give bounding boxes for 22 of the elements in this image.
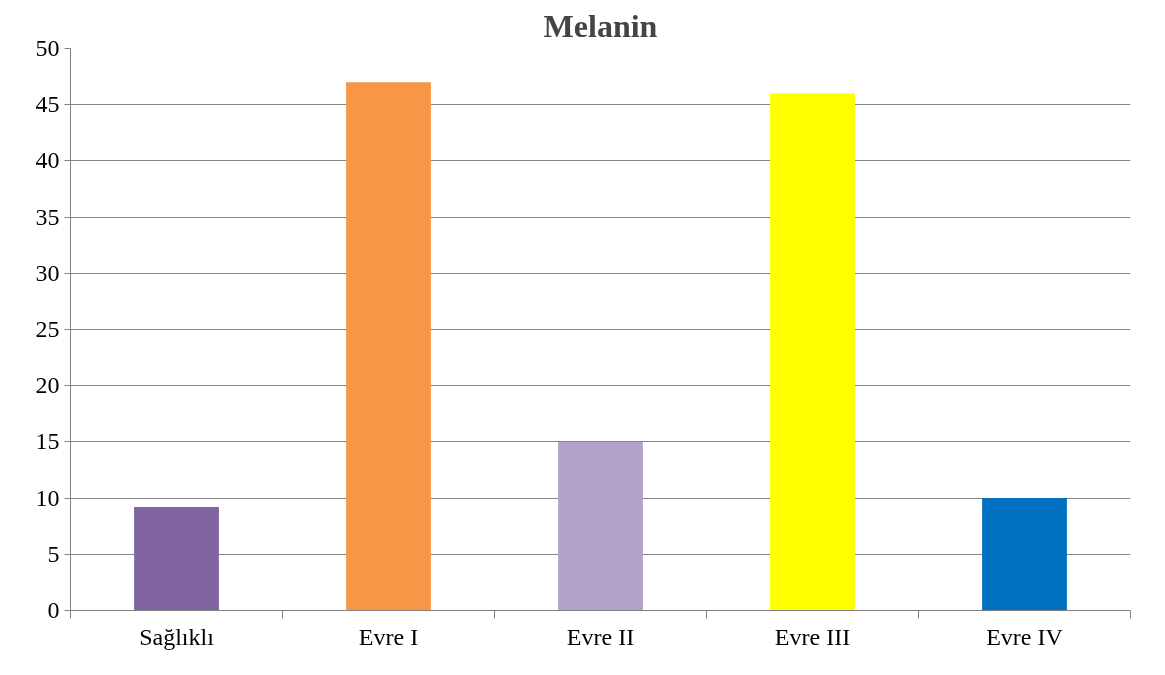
x-tick-label: Evre III xyxy=(774,623,851,650)
chart-title: Melanin xyxy=(543,7,658,44)
bar xyxy=(346,82,431,611)
y-tick-label: 20 xyxy=(35,372,60,399)
y-tick-label: 35 xyxy=(35,203,60,230)
y-tick-label: 10 xyxy=(35,484,60,511)
y-tick-label: 45 xyxy=(35,91,60,118)
bar xyxy=(982,498,1067,611)
y-tick-label: 0 xyxy=(47,597,60,623)
x-tick-label: Evre IV xyxy=(986,623,1064,650)
x-tick-label: Sağlıklı xyxy=(139,623,215,650)
y-tick-label: 15 xyxy=(35,428,60,455)
y-tick-label: 40 xyxy=(35,147,60,174)
y-tick-label: 50 xyxy=(35,35,60,61)
x-tick-label: Evre II xyxy=(566,623,635,650)
x-tick-label: Evre I xyxy=(358,623,419,650)
bar xyxy=(558,441,643,611)
y-tick-label: 5 xyxy=(47,540,60,567)
y-tick-label: 25 xyxy=(35,316,60,342)
bar xyxy=(770,93,855,611)
bar xyxy=(134,507,219,611)
y-tick-label: 30 xyxy=(35,259,60,286)
